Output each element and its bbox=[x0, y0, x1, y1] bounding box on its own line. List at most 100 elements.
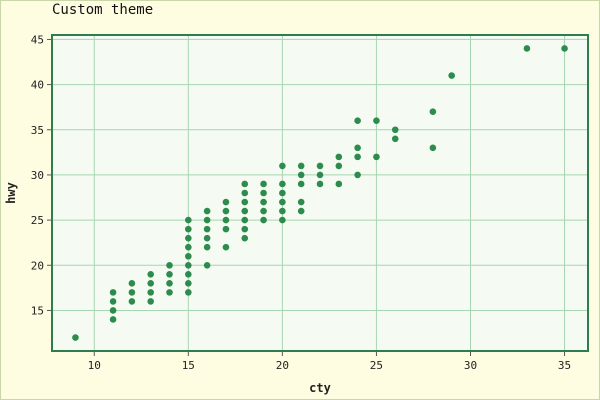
data-point bbox=[72, 334, 79, 341]
data-point bbox=[185, 234, 192, 242]
data-points bbox=[72, 45, 568, 341]
data-point bbox=[222, 207, 230, 215]
y-axis-title: hwy bbox=[4, 182, 18, 204]
data-point bbox=[279, 216, 286, 224]
data-point bbox=[109, 307, 117, 314]
data-point bbox=[373, 117, 380, 125]
data-point bbox=[391, 135, 399, 143]
data-point bbox=[185, 271, 192, 278]
data-point bbox=[260, 180, 267, 188]
data-point bbox=[185, 225, 192, 233]
data-point bbox=[260, 207, 267, 215]
data-point bbox=[166, 289, 173, 296]
data-point bbox=[354, 144, 361, 152]
data-point bbox=[561, 45, 568, 52]
data-point bbox=[128, 280, 136, 287]
plot-panel bbox=[51, 34, 589, 352]
data-point bbox=[354, 171, 361, 179]
data-point bbox=[241, 234, 249, 242]
data-point bbox=[166, 271, 173, 278]
data-point bbox=[203, 225, 211, 233]
grid-lines bbox=[51, 34, 589, 352]
data-point bbox=[203, 261, 211, 269]
data-point bbox=[316, 180, 324, 188]
data-point bbox=[203, 234, 211, 242]
data-point bbox=[279, 207, 286, 215]
data-point bbox=[241, 207, 249, 215]
y-tick-label: 40 bbox=[31, 79, 44, 92]
data-point bbox=[185, 216, 192, 224]
data-point bbox=[354, 117, 361, 125]
x-tick-label: 15 bbox=[182, 359, 195, 372]
data-point bbox=[203, 207, 211, 215]
y-tick-label: 30 bbox=[31, 169, 44, 182]
data-point bbox=[373, 153, 380, 161]
data-point bbox=[429, 144, 437, 152]
data-point bbox=[297, 180, 305, 188]
x-axis-title: cty bbox=[309, 381, 331, 395]
data-point bbox=[429, 108, 437, 115]
data-point bbox=[203, 216, 211, 224]
data-point bbox=[222, 225, 230, 233]
data-point bbox=[147, 298, 154, 305]
data-point bbox=[185, 261, 192, 269]
data-point bbox=[391, 126, 399, 134]
data-point bbox=[354, 153, 361, 161]
data-point bbox=[109, 289, 117, 296]
data-point bbox=[316, 162, 324, 170]
data-point bbox=[222, 243, 230, 251]
data-point bbox=[109, 316, 117, 323]
chart-title: Custom theme bbox=[52, 2, 154, 18]
data-point bbox=[128, 289, 136, 296]
data-point bbox=[297, 162, 305, 170]
x-tick-label: 25 bbox=[370, 359, 383, 372]
data-point bbox=[279, 189, 286, 197]
data-point bbox=[448, 72, 455, 79]
data-point bbox=[260, 198, 267, 206]
data-point bbox=[185, 252, 192, 260]
data-point bbox=[279, 162, 286, 170]
axis-ticks: 10 15 20 25 30 35 15 20 25 30 35 40 45 bbox=[31, 33, 571, 372]
data-point bbox=[147, 280, 154, 287]
x-tick-label: 30 bbox=[464, 359, 477, 372]
data-point bbox=[523, 45, 531, 52]
data-point bbox=[147, 271, 154, 278]
data-point bbox=[297, 171, 305, 179]
data-point bbox=[260, 216, 267, 224]
data-point bbox=[203, 243, 211, 251]
y-tick-label: 25 bbox=[31, 214, 44, 227]
x-tick-label: 20 bbox=[276, 359, 289, 372]
y-tick-label: 45 bbox=[31, 33, 44, 46]
x-tick-label: 10 bbox=[88, 359, 101, 372]
data-point bbox=[185, 289, 192, 296]
data-point bbox=[335, 180, 343, 188]
data-point bbox=[128, 298, 136, 305]
data-point bbox=[166, 280, 173, 287]
data-point bbox=[279, 180, 286, 188]
y-tick-label: 20 bbox=[31, 259, 44, 272]
data-point bbox=[279, 198, 286, 206]
data-point bbox=[166, 261, 173, 269]
data-point bbox=[222, 216, 230, 224]
data-point bbox=[222, 198, 230, 206]
data-point bbox=[241, 198, 249, 206]
data-point bbox=[335, 153, 343, 161]
data-point bbox=[185, 243, 192, 251]
plot-panel-border bbox=[51, 34, 589, 352]
data-point bbox=[241, 180, 249, 188]
data-point bbox=[260, 189, 267, 197]
data-point bbox=[335, 162, 343, 170]
y-tick-label: 15 bbox=[31, 304, 44, 317]
y-tick-label: 35 bbox=[31, 124, 44, 137]
data-point bbox=[297, 198, 305, 206]
data-point bbox=[316, 171, 324, 179]
x-tick-label: 35 bbox=[558, 359, 571, 372]
data-point bbox=[241, 189, 249, 197]
data-point bbox=[109, 298, 117, 305]
data-point bbox=[147, 289, 154, 296]
data-point bbox=[241, 216, 249, 224]
data-point bbox=[297, 207, 305, 215]
data-point bbox=[185, 280, 192, 287]
data-point bbox=[241, 225, 249, 233]
